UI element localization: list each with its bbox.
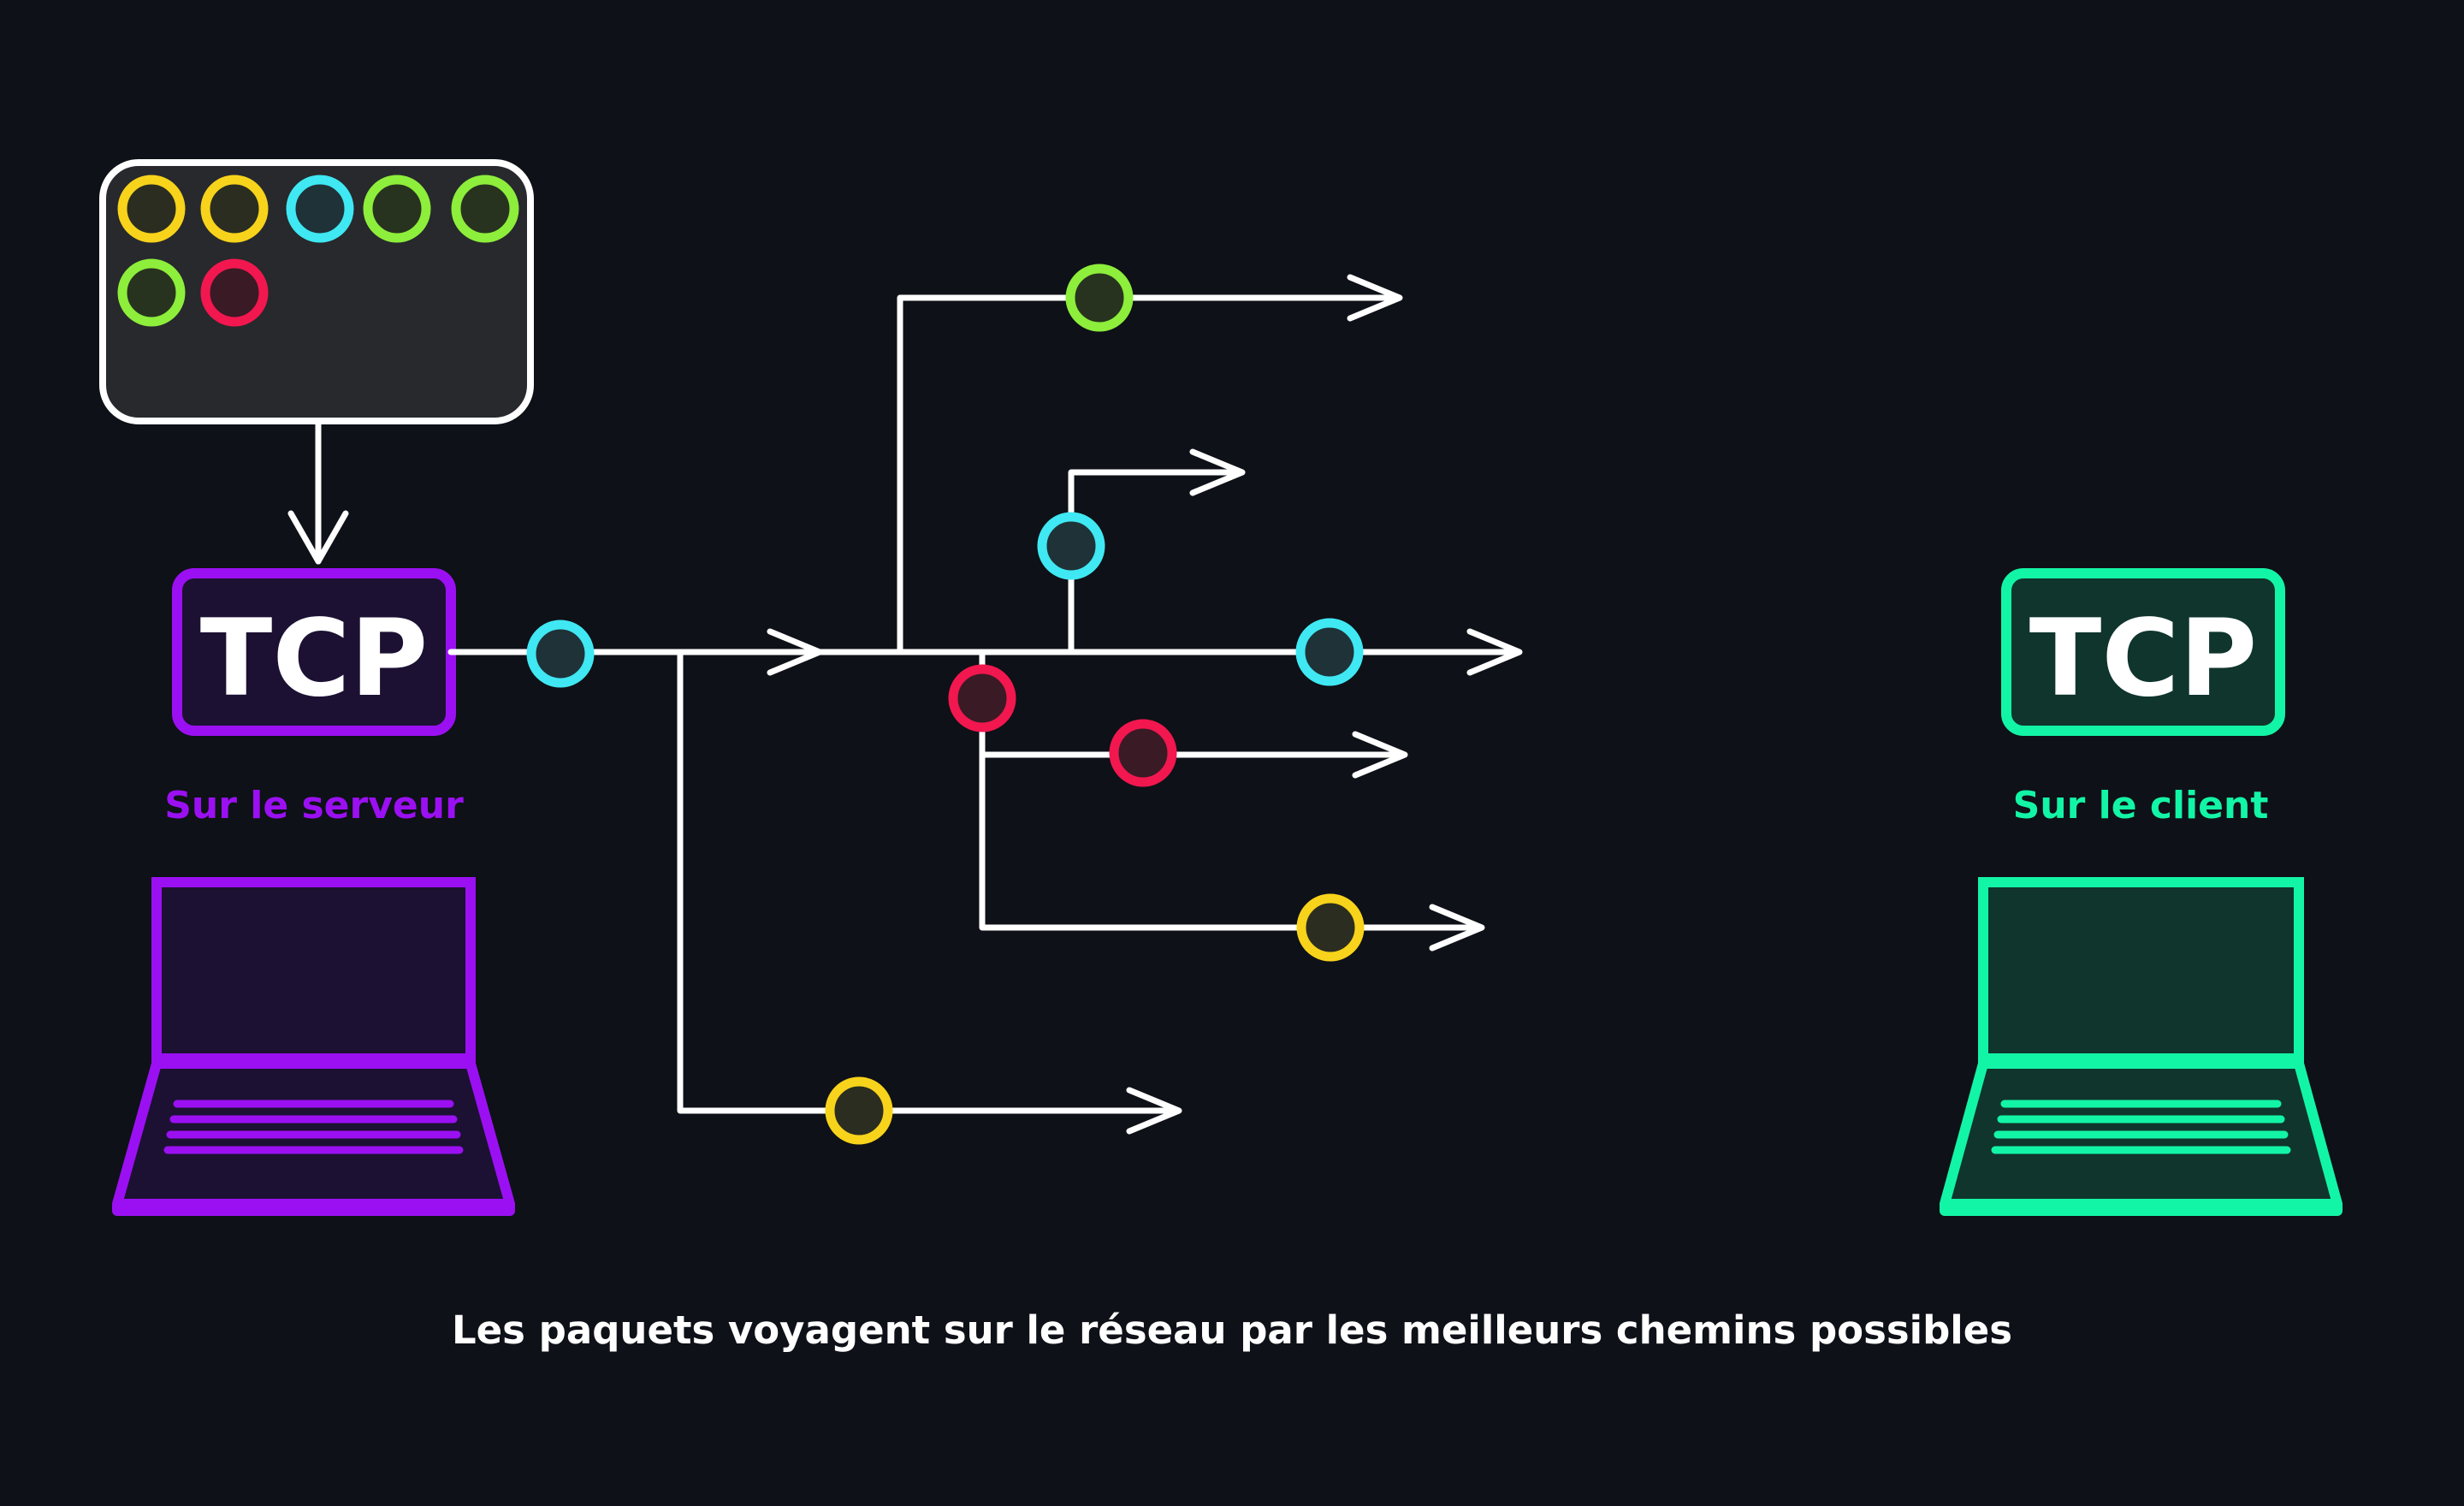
server-tcp-badge: TCP [172,568,456,736]
arrow-head [1466,628,1523,676]
arrow-head [1126,1087,1182,1135]
packet-red [948,664,1016,732]
packet-green [363,175,431,243]
arrow-head [1352,731,1408,779]
client-laptop-keyboard [1991,1100,2291,1154]
upper-mid-branch-path [1068,469,1245,655]
client-laptop-screen [1978,877,2304,1064]
packet-cyan [1295,618,1364,686]
arrow-head [1347,274,1403,322]
server-laptop-screen [151,877,476,1064]
packet-yellow [200,175,269,243]
client-caption: Sur le client [2013,784,2269,827]
bottom-branch-path [677,649,1181,1114]
server-laptop-foot [112,1201,515,1216]
packet-red [200,258,269,327]
packet-red [1109,719,1177,787]
packet-yellow [825,1076,893,1145]
packet-green [1065,264,1134,332]
arrow-head [767,628,823,676]
laptop-icon [1940,877,2343,1216]
laptop-icon [112,877,515,1216]
packet-yellow [1296,893,1365,962]
arrow-head [1189,448,1246,496]
server-caption: Sur le serveur [164,784,464,827]
top-branch-path [897,294,1401,655]
packet-green [117,258,186,327]
packet-yellow [117,175,186,243]
arrow-head [1429,904,1485,952]
client-tcp-box [2001,568,2285,736]
server-laptop-keyboard [163,1100,464,1154]
lower-branch-path [979,649,1484,931]
client-tcp-label: TCP [2029,597,2257,720]
arrow-box-to-tcp [287,421,349,565]
packets-in-transit [526,264,1365,1145]
packet-cyan [526,620,595,688]
packet-cyan [1037,512,1105,580]
diagram-caption: Les paquets voyagent sur le réseau par l… [452,1307,2012,1353]
client-laptop-foot [1940,1201,2343,1216]
packet-green [451,175,519,243]
packet-cyan [286,175,354,243]
message-packet-box [99,159,534,424]
server-tcp-label: TCP [200,597,428,720]
client-tcp-badge: TCP [2001,568,2285,736]
